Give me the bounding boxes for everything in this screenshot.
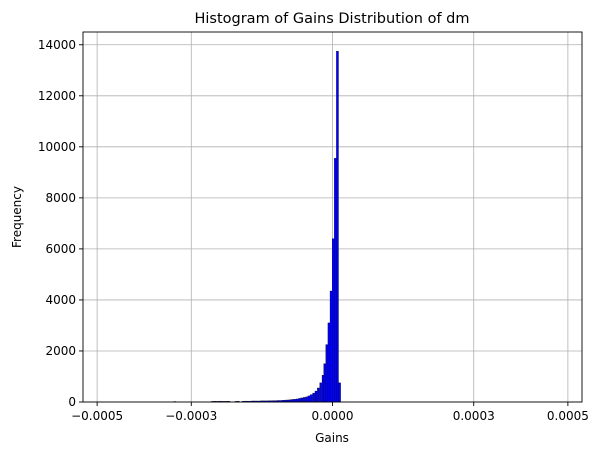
x-axis-ticks: −0.0005 −0.0003 0.0000 0.0003 0.0005 [71, 402, 589, 423]
x-tick-label: 0.0005 [547, 409, 589, 423]
histogram-bar [327, 322, 331, 403]
histogram-bar [323, 363, 326, 403]
x-tick-label: 0.0000 [312, 409, 354, 423]
histogram-bar [312, 392, 315, 403]
histogram-bar [298, 398, 301, 403]
histogram-bar [325, 344, 329, 403]
y-tick-label: 0 [68, 395, 76, 409]
histogram-bar [319, 382, 322, 403]
x-axis-title: Gains [315, 431, 349, 445]
x-tick-label: −0.0003 [165, 409, 217, 423]
histogram-bar [329, 290, 333, 403]
histogram-bar [303, 397, 306, 403]
chart-title: Histogram of Gains Distribution of dm [194, 11, 469, 27]
histogram-bar [317, 387, 320, 403]
y-tick-label: 12000 [38, 89, 76, 103]
histogram-bar [338, 382, 341, 403]
y-tick-label: 14000 [38, 38, 76, 52]
y-tick-label: 8000 [45, 191, 76, 205]
histogram-bar [334, 158, 337, 403]
y-axis-ticks: 0 2000 4000 6000 8000 10000 12000 14000 [38, 38, 83, 409]
x-tick-label: 0.0003 [453, 409, 495, 423]
y-tick-label: 6000 [45, 242, 76, 256]
histogram-bar [310, 394, 313, 403]
histogram-bars [173, 50, 341, 403]
x-tick-label: −0.0005 [71, 409, 123, 423]
histogram-bar [314, 390, 318, 403]
histogram-bar [305, 396, 308, 403]
histogram-bar [295, 398, 299, 403]
y-tick-label: 4000 [45, 293, 76, 307]
y-tick-label: 2000 [45, 344, 76, 358]
histogram-bar [336, 50, 339, 403]
histogram-bar [331, 238, 335, 403]
y-tick-label: 10000 [38, 140, 76, 154]
histogram-bar [300, 397, 304, 403]
histogram-bar [307, 395, 311, 403]
y-axis-title: Frequency [10, 186, 24, 248]
